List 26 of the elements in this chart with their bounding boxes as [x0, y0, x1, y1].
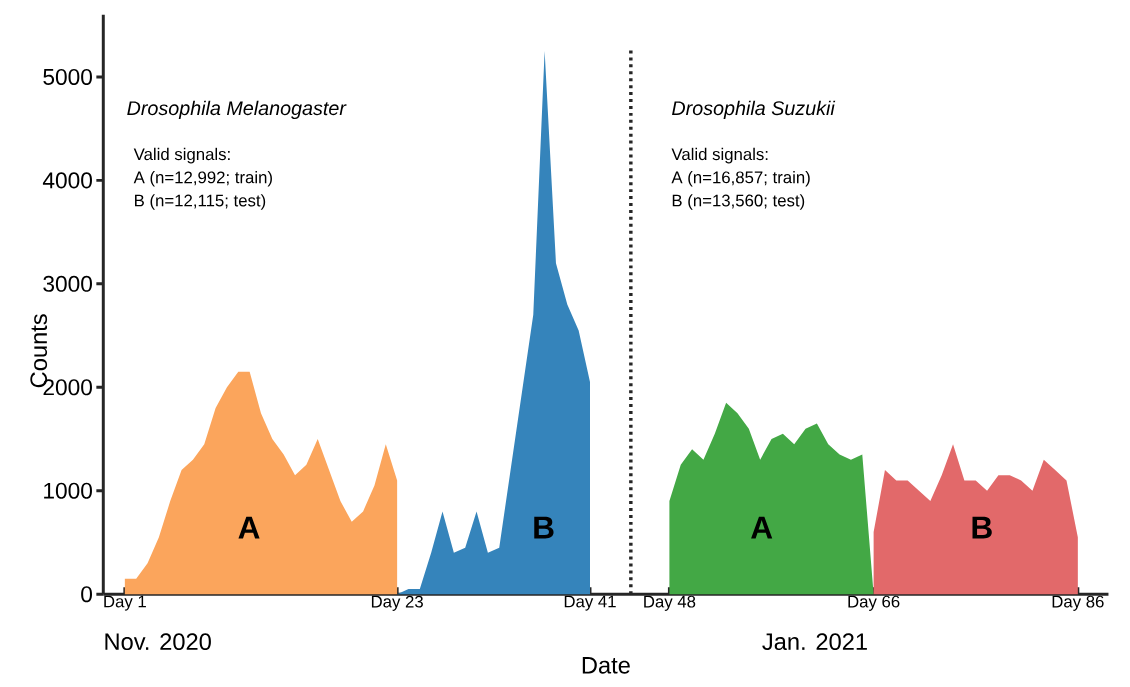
y-tick-label: 1000 — [44, 482, 92, 499]
annotation: Drosophila Suzukii — [672, 100, 836, 119]
annotation: B — [972, 516, 992, 539]
x-tick-label: Day 86 — [1052, 595, 1104, 611]
annotation: B (n=13,560; test) — [672, 194, 805, 210]
x-tick-label: Day 23 — [371, 595, 423, 611]
y-tick-label: 4000 — [42, 172, 92, 189]
annotation: Valid signals: — [133, 147, 230, 164]
x-axis-title: Date — [582, 656, 630, 674]
annotation: A (n=12,992; train) — [133, 170, 272, 187]
text: Jan. 2021 — [762, 633, 867, 650]
y-tick-label: 5000 — [43, 68, 92, 85]
y-tick-label: 3000 — [43, 275, 92, 292]
annotation: A — [238, 516, 260, 539]
text: Nov. 2020 — [105, 633, 211, 650]
annotation: Valid signals: — [671, 147, 768, 164]
annotation: B — [534, 516, 554, 539]
x-tick-label: Day 48 — [644, 595, 696, 611]
annotation: A — [751, 516, 773, 539]
x-tick-label: Day 66 — [848, 595, 900, 611]
annotation: B (n=12,115; test) — [135, 194, 266, 210]
x-tick-label: Day 41 — [564, 595, 616, 611]
y-tick-label: 0 — [81, 586, 92, 603]
x-tick-label: Day 1 — [104, 595, 146, 611]
annotation: Drosophila Melanogaster — [127, 100, 347, 119]
annotation: A (n=16,857; train) — [671, 170, 810, 187]
